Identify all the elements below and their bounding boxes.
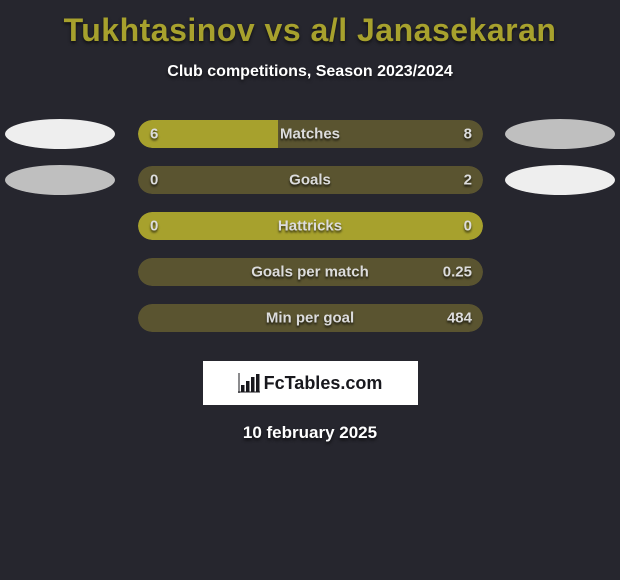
logo-text: FcTables.com [264,373,383,394]
stat-value-right: 0 [464,218,472,235]
stat-label: Goals per match [251,264,369,281]
logo-box: FcTables.com [203,361,418,405]
stat-row: Goals 0 2 [0,157,620,203]
stat-label: Min per goal [266,310,354,327]
stat-value-right: 2 [464,172,472,189]
stat-value-left: 6 [150,126,158,143]
bar-segment-left [138,120,278,148]
stat-value-left: 0 [150,172,158,189]
stat-row: Goals per match 0.25 [0,249,620,295]
stat-value-right: 0.25 [443,264,472,281]
stat-row: Min per goal 484 [0,295,620,341]
stat-label: Matches [280,126,340,143]
page-title: Tukhtasinov vs a/l Janasekaran [0,0,620,49]
player-ellipse [5,165,115,195]
stat-value-left: 0 [150,218,158,235]
logo: FcTables.com [238,373,383,394]
bar-chart-icon [238,373,260,393]
stat-row: Hattricks 0 0 [0,203,620,249]
stat-label: Hattricks [278,218,342,235]
comparison-chart: Matches 6 8 Goals 0 2 Hattricks 0 0 Goals per mat… [0,111,620,341]
date-label: 10 february 2025 [0,423,620,443]
page-subtitle: Club competitions, Season 2023/2024 [0,63,620,81]
stat-value-right: 484 [447,310,472,327]
stat-row: Matches 6 8 [0,111,620,157]
player-ellipse [505,165,615,195]
player-ellipse [505,119,615,149]
player-ellipse [5,119,115,149]
stat-value-right: 8 [464,126,472,143]
stat-label: Goals [289,172,331,189]
